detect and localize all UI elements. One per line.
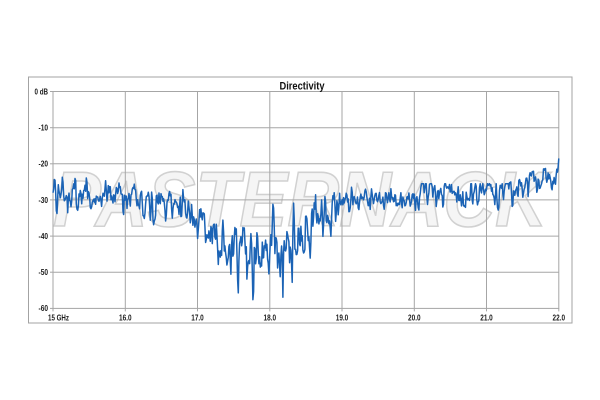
svg-text:-10: -10 [39, 124, 49, 133]
svg-text:22.0: 22.0 [553, 314, 566, 323]
svg-text:20.0: 20.0 [408, 314, 421, 323]
svg-text:16.0: 16.0 [119, 314, 132, 323]
svg-text:-40: -40 [39, 232, 49, 241]
svg-text:18.0: 18.0 [264, 314, 277, 323]
svg-text:-60: -60 [39, 304, 49, 313]
svg-text:-20: -20 [39, 160, 49, 169]
svg-text:15 GHz: 15 GHz [48, 314, 69, 323]
svg-text:-30: -30 [39, 196, 49, 205]
svg-text:17.0: 17.0 [191, 314, 204, 323]
svg-text:Directivity: Directivity [280, 81, 326, 93]
svg-text:21.0: 21.0 [480, 314, 493, 323]
svg-text:0 dB: 0 dB [35, 87, 49, 96]
svg-text:-50: -50 [39, 268, 49, 277]
svg-text:19.0: 19.0 [336, 314, 349, 323]
